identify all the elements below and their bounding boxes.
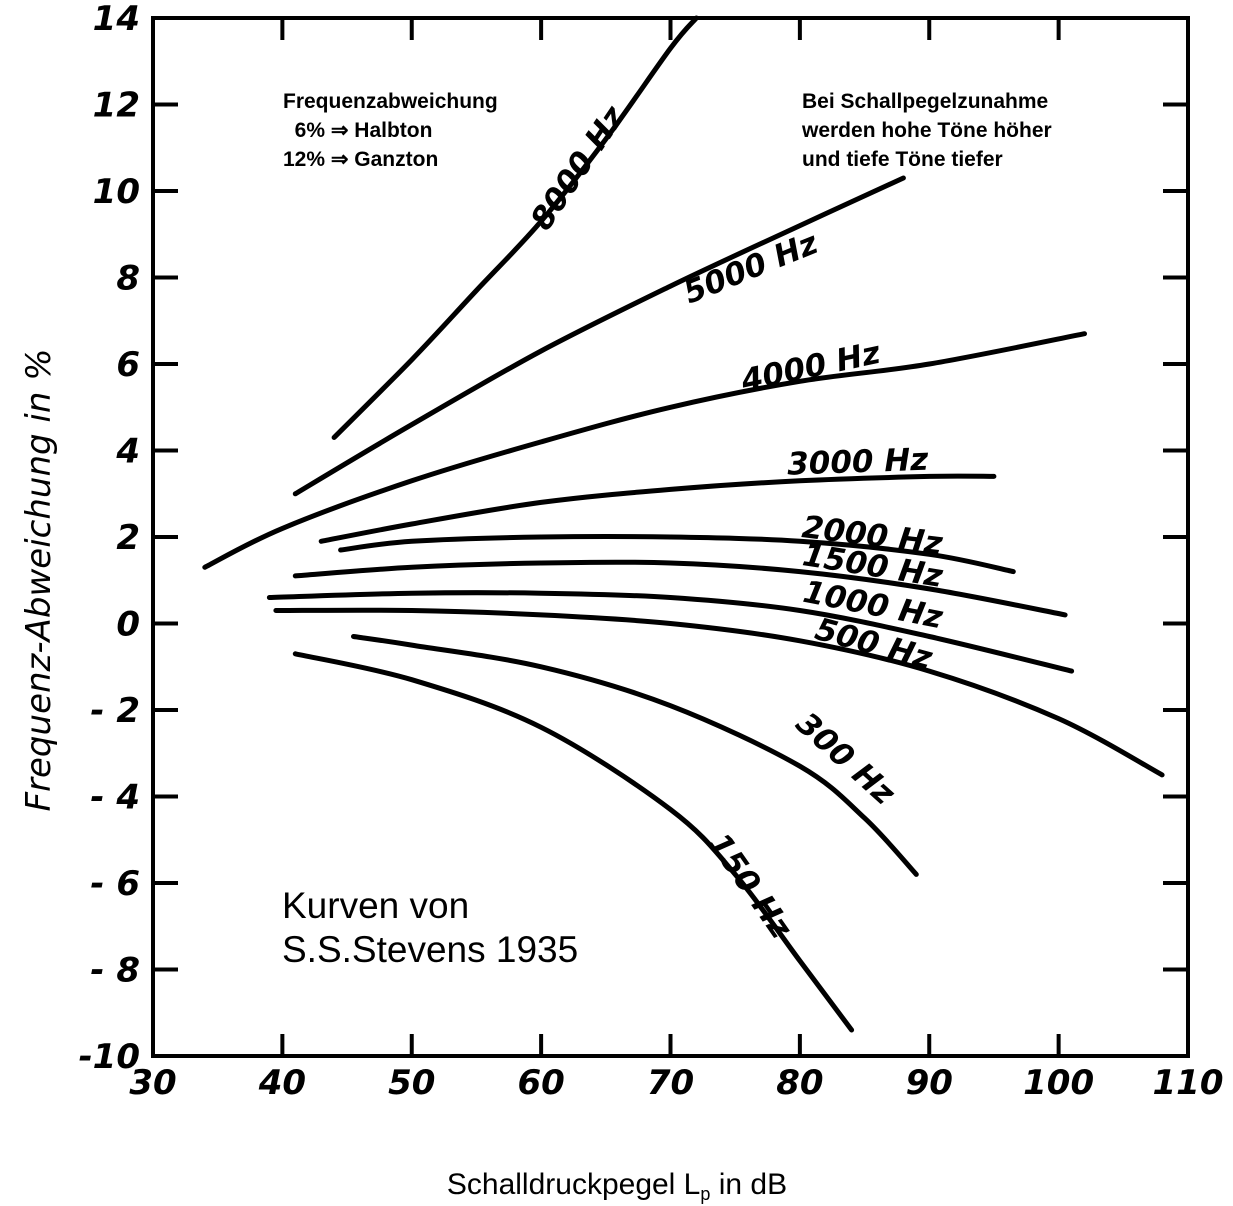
frequency-note-line-3: 12% ⇒ Ganzton [283, 148, 438, 171]
credit-line-2: S.S.Stevens 1935 [282, 929, 578, 970]
series-line-150-hz [292, 651, 855, 1033]
y-tick-label--10: -10 [79, 1037, 140, 1077]
series-line-2000-hz [338, 533, 1016, 575]
y-tick-label--6: - 6 [90, 864, 140, 904]
y-tick-label-2: 2 [116, 518, 140, 558]
series-line-8000-hz [331, 15, 699, 440]
y-tick-label-14: 14 [93, 0, 140, 39]
x-axis-title-suffix: in dB [710, 1168, 787, 1201]
trend-note-line-2: werden hohe Töne höher [801, 119, 1052, 142]
x-tick-labels: 30 40 50 60 70 80 90 100 110 [129, 1063, 1223, 1103]
series-label-150-hz: 150 Hz [701, 827, 800, 946]
y-axis-title: Frequenz-Abweichung in % [19, 348, 59, 811]
frequency-note: Frequenzabweichung 6% ⇒ Halbton 12% ⇒ Ga… [283, 90, 504, 171]
y-tick-label-10: 10 [93, 172, 140, 212]
y-tick-label--2: - 2 [90, 691, 140, 731]
x-tick-label-70: 70 [647, 1063, 694, 1103]
trend-note-line-1: Bei Schallpegelzunahme [802, 90, 1048, 113]
x-tick-label-90: 90 [906, 1063, 953, 1103]
x-tick-label-80: 80 [776, 1063, 823, 1103]
x-tick-label-40: 40 [258, 1063, 306, 1103]
x-axis-title: Schalldruckpegel Lp in dB [447, 1168, 787, 1204]
x-tick-label-50: 50 [388, 1063, 435, 1103]
series-label-4000-hz: 4000 Hz [737, 335, 884, 400]
axis-ticks [151, 16, 1190, 1058]
x-axis-title-main: Schalldruckpegel L [447, 1168, 701, 1201]
series-line-4000-hz [202, 331, 1087, 570]
y-tick-label-0: 0 [116, 605, 140, 645]
y-tick-label--8: - 8 [90, 951, 140, 991]
series-curves [202, 15, 1165, 1033]
credit-line-1: Kurven von [282, 885, 469, 926]
series-line-1000-hz [266, 590, 1075, 674]
y-tick-labels: -10 - 8 - 6 - 4 - 2 0 2 4 6 8 10 12 14 [79, 0, 140, 1077]
series-label-300-hz: 300 Hz [789, 705, 903, 812]
series-line-500-hz [273, 607, 1165, 778]
trend-note: Bei Schallpegelzunahme werden hohe Töne … [801, 90, 1058, 171]
x-tick-label-60: 60 [517, 1063, 564, 1103]
series-label-5000-hz: 5000 Hz [679, 225, 824, 312]
x-tick-label-110: 110 [1153, 1063, 1224, 1103]
y-tick-label--4: - 4 [90, 778, 140, 818]
x-tick-label-100: 100 [1023, 1063, 1094, 1103]
series-line-5000-hz [292, 175, 906, 497]
series-label-8000-hz: 8000 Hz [524, 99, 633, 237]
trend-note-line-3: und tiefe Töne tiefer [802, 148, 1003, 171]
credit-note: Kurven von S.S.Stevens 1935 [282, 885, 578, 970]
frequency-note-line-2: 6% ⇒ Halbton [283, 119, 432, 142]
x-tick-label-30: 30 [129, 1063, 176, 1103]
y-tick-label-8: 8 [116, 259, 140, 299]
frequency-note-line-1: Frequenzabweichung [283, 90, 498, 113]
series-line-300-hz [351, 634, 919, 877]
series-line-3000-hz [318, 473, 997, 544]
series-line-1500-hz [292, 559, 1068, 618]
y-tick-label-6: 6 [116, 345, 140, 385]
x-axis-title-subscript: p [700, 1184, 710, 1204]
series-label-3000-hz: 3000 Hz [787, 442, 930, 483]
y-tick-label-4: 4 [115, 432, 140, 472]
y-tick-label-12: 12 [93, 86, 140, 126]
